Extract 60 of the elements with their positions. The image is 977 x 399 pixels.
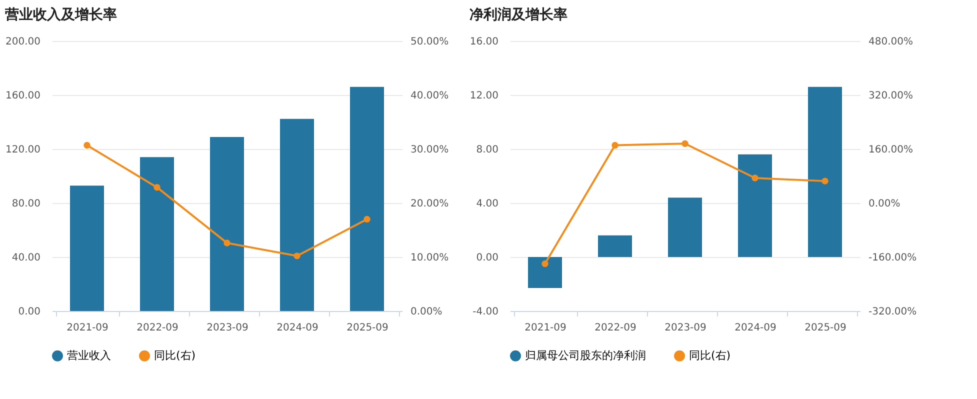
x-tick-label: 2024-09 [734, 322, 776, 334]
bar [140, 157, 174, 311]
y2-tick-label: 20.00% [410, 198, 449, 210]
x-tick-label: 2024-09 [276, 322, 318, 334]
point [682, 140, 688, 147]
bar [350, 86, 384, 311]
point [822, 178, 828, 184]
y2-tick-label: 160.00% [868, 144, 913, 156]
y2-tick-label: 480.00% [868, 36, 913, 48]
point [84, 142, 90, 149]
bar [808, 86, 842, 257]
point [294, 252, 300, 260]
y-tick-label: 200.00 [6, 36, 40, 48]
bar [280, 118, 314, 311]
x-tick-label: 2021-09 [524, 322, 566, 334]
y-tick-label: 0.00 [18, 306, 40, 318]
bar [738, 154, 772, 257]
y-tick-label: 16.00 [470, 36, 498, 48]
x-tick-label: 2021-09 [66, 322, 108, 334]
y-tick-label: 0.00 [476, 252, 498, 264]
y2-tick-label: 30.00% [410, 144, 449, 156]
y-tick-label: 120.00 [6, 144, 40, 156]
y-tick-label: 80.00 [12, 198, 40, 210]
legend-label: 同比(右) [689, 348, 731, 362]
bar [70, 186, 104, 311]
y2-tick-label: 0.00% [410, 306, 442, 318]
legend-label: 归属母公司股东的净利润 [525, 348, 646, 362]
x-tick-label: 2023-09 [206, 322, 248, 334]
bar [598, 235, 632, 257]
y-tick-label: 40.00 [12, 252, 40, 264]
point [752, 174, 758, 182]
y-tick-label: 160.00 [6, 90, 40, 102]
point [154, 184, 160, 191]
y2-tick-label: -160.00% [868, 252, 917, 264]
y2-tick-label: 0.00% [868, 198, 900, 210]
legend-label: 同比(右) [154, 348, 196, 362]
x-tick-label: 2023-09 [664, 322, 706, 334]
y2-tick-label: 320.00% [868, 90, 913, 102]
legend-label: 营业收入 [67, 348, 111, 362]
y2-tick-label: 10.00% [410, 252, 449, 264]
y-tick-label: -4.00 [472, 306, 498, 318]
chart-title: 营业收入及增长率 [4, 6, 118, 23]
point [612, 142, 618, 149]
y2-tick-label: -320.00% [868, 306, 917, 318]
bar [528, 257, 562, 288]
y-tick-label: 12.00 [470, 90, 498, 102]
x-tick-label: 2022-09 [136, 322, 178, 334]
point [542, 260, 548, 268]
x-tick-label: 2025-09 [346, 322, 388, 334]
y-tick-label: 8.00 [476, 144, 498, 156]
point [364, 216, 370, 223]
y2-tick-label: 50.00% [410, 36, 449, 48]
point [224, 240, 230, 246]
y2-tick-label: 40.00% [410, 90, 449, 102]
chart-title: 净利润及增长率 [469, 6, 568, 23]
x-tick-label: 2025-09 [804, 322, 846, 334]
bar [210, 136, 244, 311]
y-tick-label: 4.00 [476, 198, 498, 210]
bar [668, 198, 702, 257]
x-tick-label: 2022-09 [594, 322, 636, 334]
